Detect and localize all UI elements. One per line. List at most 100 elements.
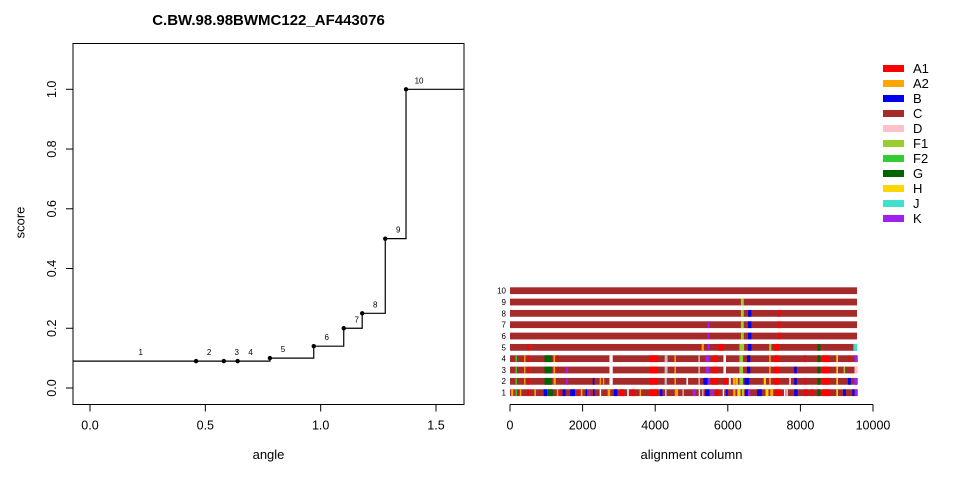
alignment-segment bbox=[592, 377, 595, 385]
legend-swatch bbox=[883, 170, 904, 177]
alignment-segment bbox=[836, 389, 838, 397]
alignment-segment bbox=[769, 343, 772, 351]
x-tick-label: 0.5 bbox=[197, 419, 214, 433]
alignment-segment bbox=[748, 343, 752, 351]
legend-label: H bbox=[913, 181, 923, 196]
alignment-segment bbox=[778, 332, 781, 340]
bar-row-label: 6 bbox=[502, 332, 507, 341]
alignment-segment bbox=[674, 389, 679, 397]
alignment-segment bbox=[804, 389, 808, 397]
alignment-segment bbox=[765, 389, 769, 397]
alignment-segment bbox=[723, 355, 726, 363]
alignment-segment bbox=[778, 309, 781, 317]
x-tick-label: 1.0 bbox=[312, 419, 329, 433]
alignment-segment bbox=[739, 366, 744, 374]
alignment-segment bbox=[836, 377, 838, 385]
point-label: 9 bbox=[396, 226, 401, 235]
legend-swatch bbox=[883, 65, 904, 72]
alignment-bar bbox=[510, 343, 858, 351]
legend-item-b: B bbox=[883, 91, 929, 106]
alignment-segment bbox=[853, 343, 858, 351]
angle-axis-label: angle bbox=[252, 447, 285, 462]
alignment-segment bbox=[527, 355, 529, 363]
alignment-segment bbox=[599, 389, 602, 397]
bar-row-label: 7 bbox=[502, 321, 507, 330]
bar-row-label: 5 bbox=[502, 343, 507, 352]
y-tick-label: 0.4 bbox=[45, 260, 59, 277]
bar-row-label: 9 bbox=[502, 298, 507, 307]
alignment-segment bbox=[553, 377, 556, 385]
data-point bbox=[267, 355, 273, 361]
alignment-segment bbox=[707, 377, 711, 385]
alignment-segment bbox=[732, 377, 736, 385]
data-point bbox=[193, 358, 199, 364]
alignment-segment bbox=[556, 366, 559, 374]
alignment-segment bbox=[822, 377, 830, 385]
legend-item-d: D bbox=[883, 121, 929, 136]
legend-item-a1: A1 bbox=[883, 61, 929, 76]
alignment-segment bbox=[794, 389, 798, 397]
legend-swatch bbox=[883, 80, 904, 87]
y-tick-label: 0.6 bbox=[45, 200, 59, 217]
legend-item-k: K bbox=[883, 211, 929, 226]
alignment-segment bbox=[698, 355, 700, 363]
alignment-segment bbox=[707, 343, 710, 351]
alignment-segment bbox=[576, 389, 579, 397]
legend-item-j: J bbox=[883, 196, 929, 211]
alignment-segment bbox=[556, 355, 559, 363]
data-point bbox=[235, 358, 240, 364]
alignment-segment bbox=[619, 389, 624, 397]
alignment-segment bbox=[609, 377, 613, 385]
alignment-segment bbox=[847, 377, 851, 385]
alignment-segment bbox=[544, 377, 552, 385]
alignment-segment bbox=[659, 389, 663, 397]
alignment-bar bbox=[510, 332, 858, 340]
alignment-segment bbox=[843, 366, 846, 374]
alignment-segment bbox=[712, 355, 718, 363]
x-tick-label: 6000 bbox=[714, 419, 742, 433]
alignment-segment bbox=[674, 377, 676, 385]
alignment-segment bbox=[609, 355, 613, 363]
x-tick-label: 8000 bbox=[786, 419, 814, 433]
alignment-bar bbox=[510, 366, 858, 374]
alignment-segment bbox=[707, 321, 710, 329]
point-label: 8 bbox=[373, 300, 378, 309]
alignment-segment bbox=[822, 389, 831, 397]
x-tick-label: 0 bbox=[507, 419, 514, 433]
alignment-segment bbox=[664, 377, 667, 385]
point-label: 10 bbox=[415, 76, 424, 85]
y-tick-label: 0.8 bbox=[45, 140, 59, 157]
alignment-segment bbox=[747, 355, 751, 363]
alignment-segment bbox=[794, 377, 797, 385]
legend-item-a2: A2 bbox=[883, 76, 929, 91]
alignment-segment bbox=[665, 389, 667, 397]
alignment-segment bbox=[748, 389, 751, 397]
bar-row-label: 2 bbox=[502, 377, 507, 386]
alignment-segment bbox=[748, 321, 752, 329]
alignment-segment bbox=[553, 366, 556, 374]
legend-swatch bbox=[883, 155, 904, 162]
legend-item-c: C bbox=[883, 106, 929, 121]
alignment-segment bbox=[674, 366, 676, 374]
alignment-segment bbox=[774, 343, 779, 351]
alignment-bar bbox=[510, 377, 858, 385]
alignment-bar bbox=[510, 321, 858, 329]
alignment-segment bbox=[527, 343, 529, 351]
y-tick-label: 0.2 bbox=[45, 320, 59, 337]
data-point bbox=[221, 358, 226, 364]
alignment-segment bbox=[527, 366, 529, 374]
legend-item-f2: F2 bbox=[883, 151, 929, 166]
bar-row-label: 8 bbox=[502, 309, 507, 318]
alignment-segment bbox=[686, 377, 689, 385]
alignment-segment bbox=[701, 343, 704, 351]
alignment-segment bbox=[733, 389, 736, 397]
alignment-segment bbox=[548, 389, 554, 397]
alignment-segment bbox=[553, 355, 556, 363]
alignment-segment bbox=[664, 366, 668, 374]
data-point bbox=[341, 326, 346, 331]
alignment-segment bbox=[524, 366, 526, 374]
legend-item-h: H bbox=[883, 181, 929, 196]
alignment-segment bbox=[519, 389, 522, 397]
alignment-segment bbox=[822, 366, 830, 374]
